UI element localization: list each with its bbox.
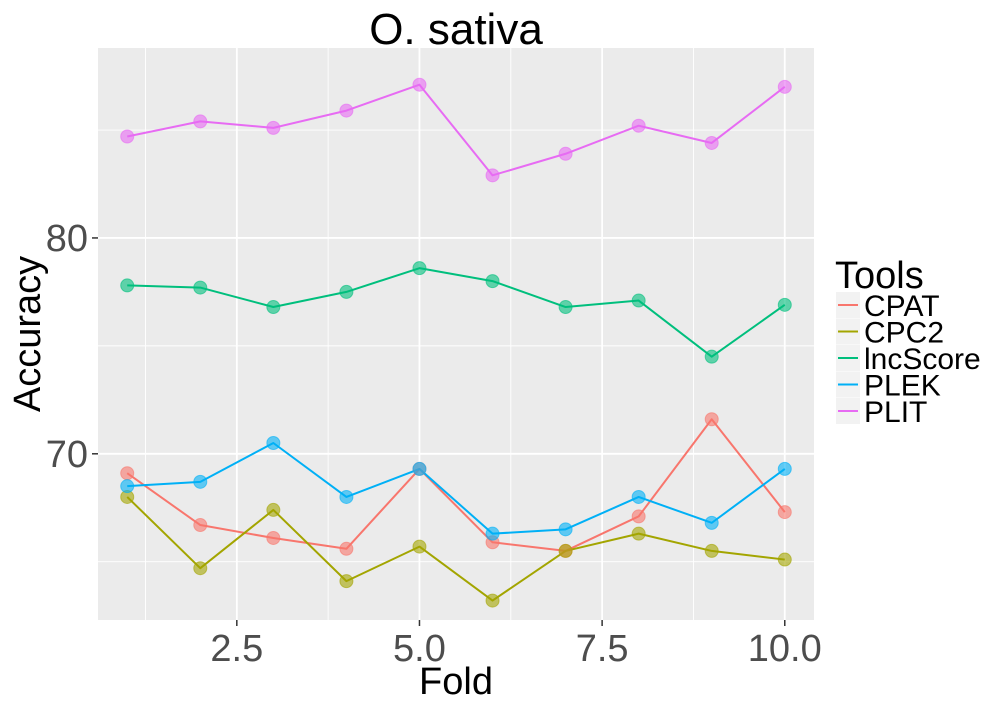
axis-ticks: 2.5 5.0 7.5 10.0 70 80: [46, 218, 822, 670]
data-point-cpat: [631, 509, 646, 524]
data-point-lncscore: [120, 278, 135, 293]
data-point-cpc2: [631, 526, 646, 541]
data-point-plit: [704, 135, 719, 150]
data-point-cpc2: [485, 593, 500, 608]
series-line-lncscore: [127, 267, 786, 358]
data-point-cpat: [777, 505, 792, 520]
data-point-cpc2: [704, 543, 719, 558]
data-point-plit: [266, 120, 281, 135]
data-point-plek: [558, 522, 573, 537]
data-point-plek: [412, 461, 427, 476]
data-point-plek: [631, 489, 646, 504]
series-lines: [126, 83, 786, 602]
data-point-plek: [485, 526, 500, 541]
y-axis-label: Accuracy: [7, 256, 49, 412]
data-point-lncscore: [631, 293, 646, 308]
data-point-cpat: [339, 541, 354, 556]
data-point-cpc2: [558, 543, 573, 558]
data-point-plek: [120, 479, 135, 494]
data-point-plit: [558, 146, 573, 161]
series-line-plit: [127, 83, 786, 177]
data-point-lncscore: [704, 349, 719, 364]
data-point-cpc2: [777, 552, 792, 567]
data-point-plek: [193, 474, 208, 489]
data-point-plit: [193, 114, 208, 129]
data-point-lncscore: [339, 284, 354, 299]
x-tick-label: 2.5: [210, 628, 263, 670]
data-point-cpc2: [266, 502, 281, 517]
data-point-lncscore: [558, 300, 573, 315]
series-line-plek: [127, 442, 786, 535]
data-point-lncscore: [412, 261, 427, 276]
data-point-plit: [631, 118, 646, 133]
major-gridlines: [98, 48, 814, 620]
series-points: [120, 77, 792, 608]
data-point-lncscore: [193, 280, 208, 295]
x-tick-label: 5.0: [393, 628, 446, 670]
series-line-cpat: [126, 418, 786, 552]
legend-title: Tools: [835, 255, 924, 297]
data-point-plit: [485, 168, 500, 183]
data-point-plit: [120, 129, 135, 144]
data-point-plek: [266, 436, 281, 451]
data-point-cpc2: [339, 574, 354, 589]
data-point-cpat: [120, 466, 135, 481]
series-line-cpc2: [126, 496, 785, 602]
data-point-cpc2: [193, 561, 208, 576]
data-point-cpat: [193, 518, 208, 533]
x-tick-label: 10.0: [748, 628, 822, 670]
y-tick-label: 70: [46, 434, 88, 476]
chart-title: O. sativa: [369, 5, 543, 54]
data-point-plit: [339, 103, 354, 118]
legend-label-plit: PLIT: [864, 396, 927, 429]
legend-label-lncscore: lncScore: [864, 343, 981, 376]
data-point-lncscore: [266, 300, 281, 315]
data-point-plit: [777, 79, 792, 94]
x-axis-label: Fold: [419, 661, 493, 700]
data-point-plek: [339, 489, 354, 504]
plot-panel: [98, 48, 814, 620]
data-point-lncscore: [485, 274, 500, 289]
data-point-plek: [777, 461, 792, 476]
data-point-cpat: [704, 412, 719, 427]
x-tick-label: 7.5: [576, 628, 629, 670]
data-point-cpc2: [412, 539, 427, 554]
data-point-lncscore: [777, 297, 792, 312]
legend-label-cpat: CPAT: [864, 290, 940, 323]
legend-label-plek: PLEK: [864, 370, 941, 403]
data-point-plek: [704, 515, 719, 530]
y-tick-label: 80: [46, 218, 88, 260]
legend-label-cpc2: CPC2: [864, 317, 944, 350]
data-point-plit: [412, 77, 427, 92]
data-point-cpat: [266, 530, 281, 545]
